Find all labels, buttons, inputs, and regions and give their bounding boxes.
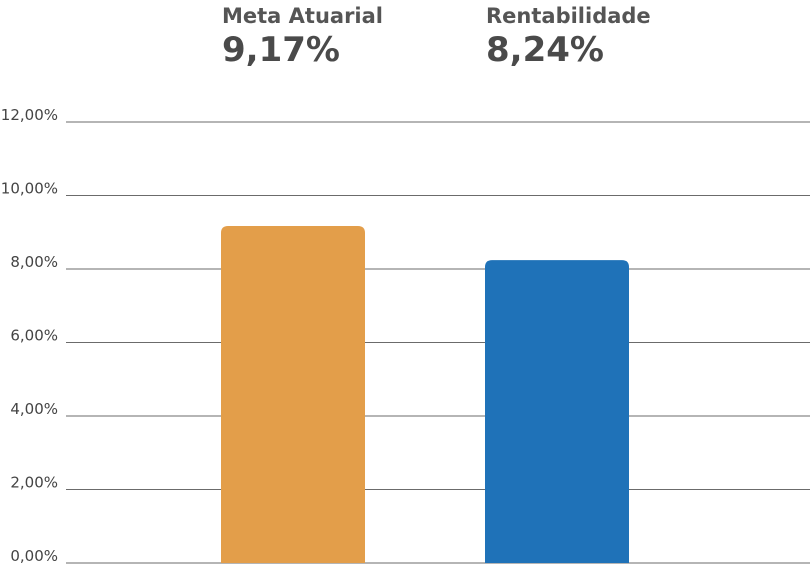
value-label: 9,17% xyxy=(222,30,340,70)
bar-rentabilidade xyxy=(485,260,629,563)
y-tick-label: 0,00% xyxy=(10,547,58,565)
y-tick-label: 10,00% xyxy=(1,180,58,198)
y-tick-label: 2,00% xyxy=(10,474,58,492)
category-label: Rentabilidade xyxy=(486,4,651,28)
y-tick-label: 6,00% xyxy=(10,327,58,345)
value-label: 8,24% xyxy=(486,30,604,70)
bar-meta-atuarial xyxy=(221,226,365,563)
y-tick-label: 12,00% xyxy=(1,106,58,124)
category-label: Meta Atuarial xyxy=(222,4,383,28)
y-tick-label: 8,00% xyxy=(10,253,58,271)
header-meta-atuarial: Meta Atuarial 9,17% xyxy=(222,4,383,72)
header-rentabilidade: Rentabilidade 8,24% xyxy=(486,4,651,72)
y-tick-label: 4,00% xyxy=(10,400,58,418)
